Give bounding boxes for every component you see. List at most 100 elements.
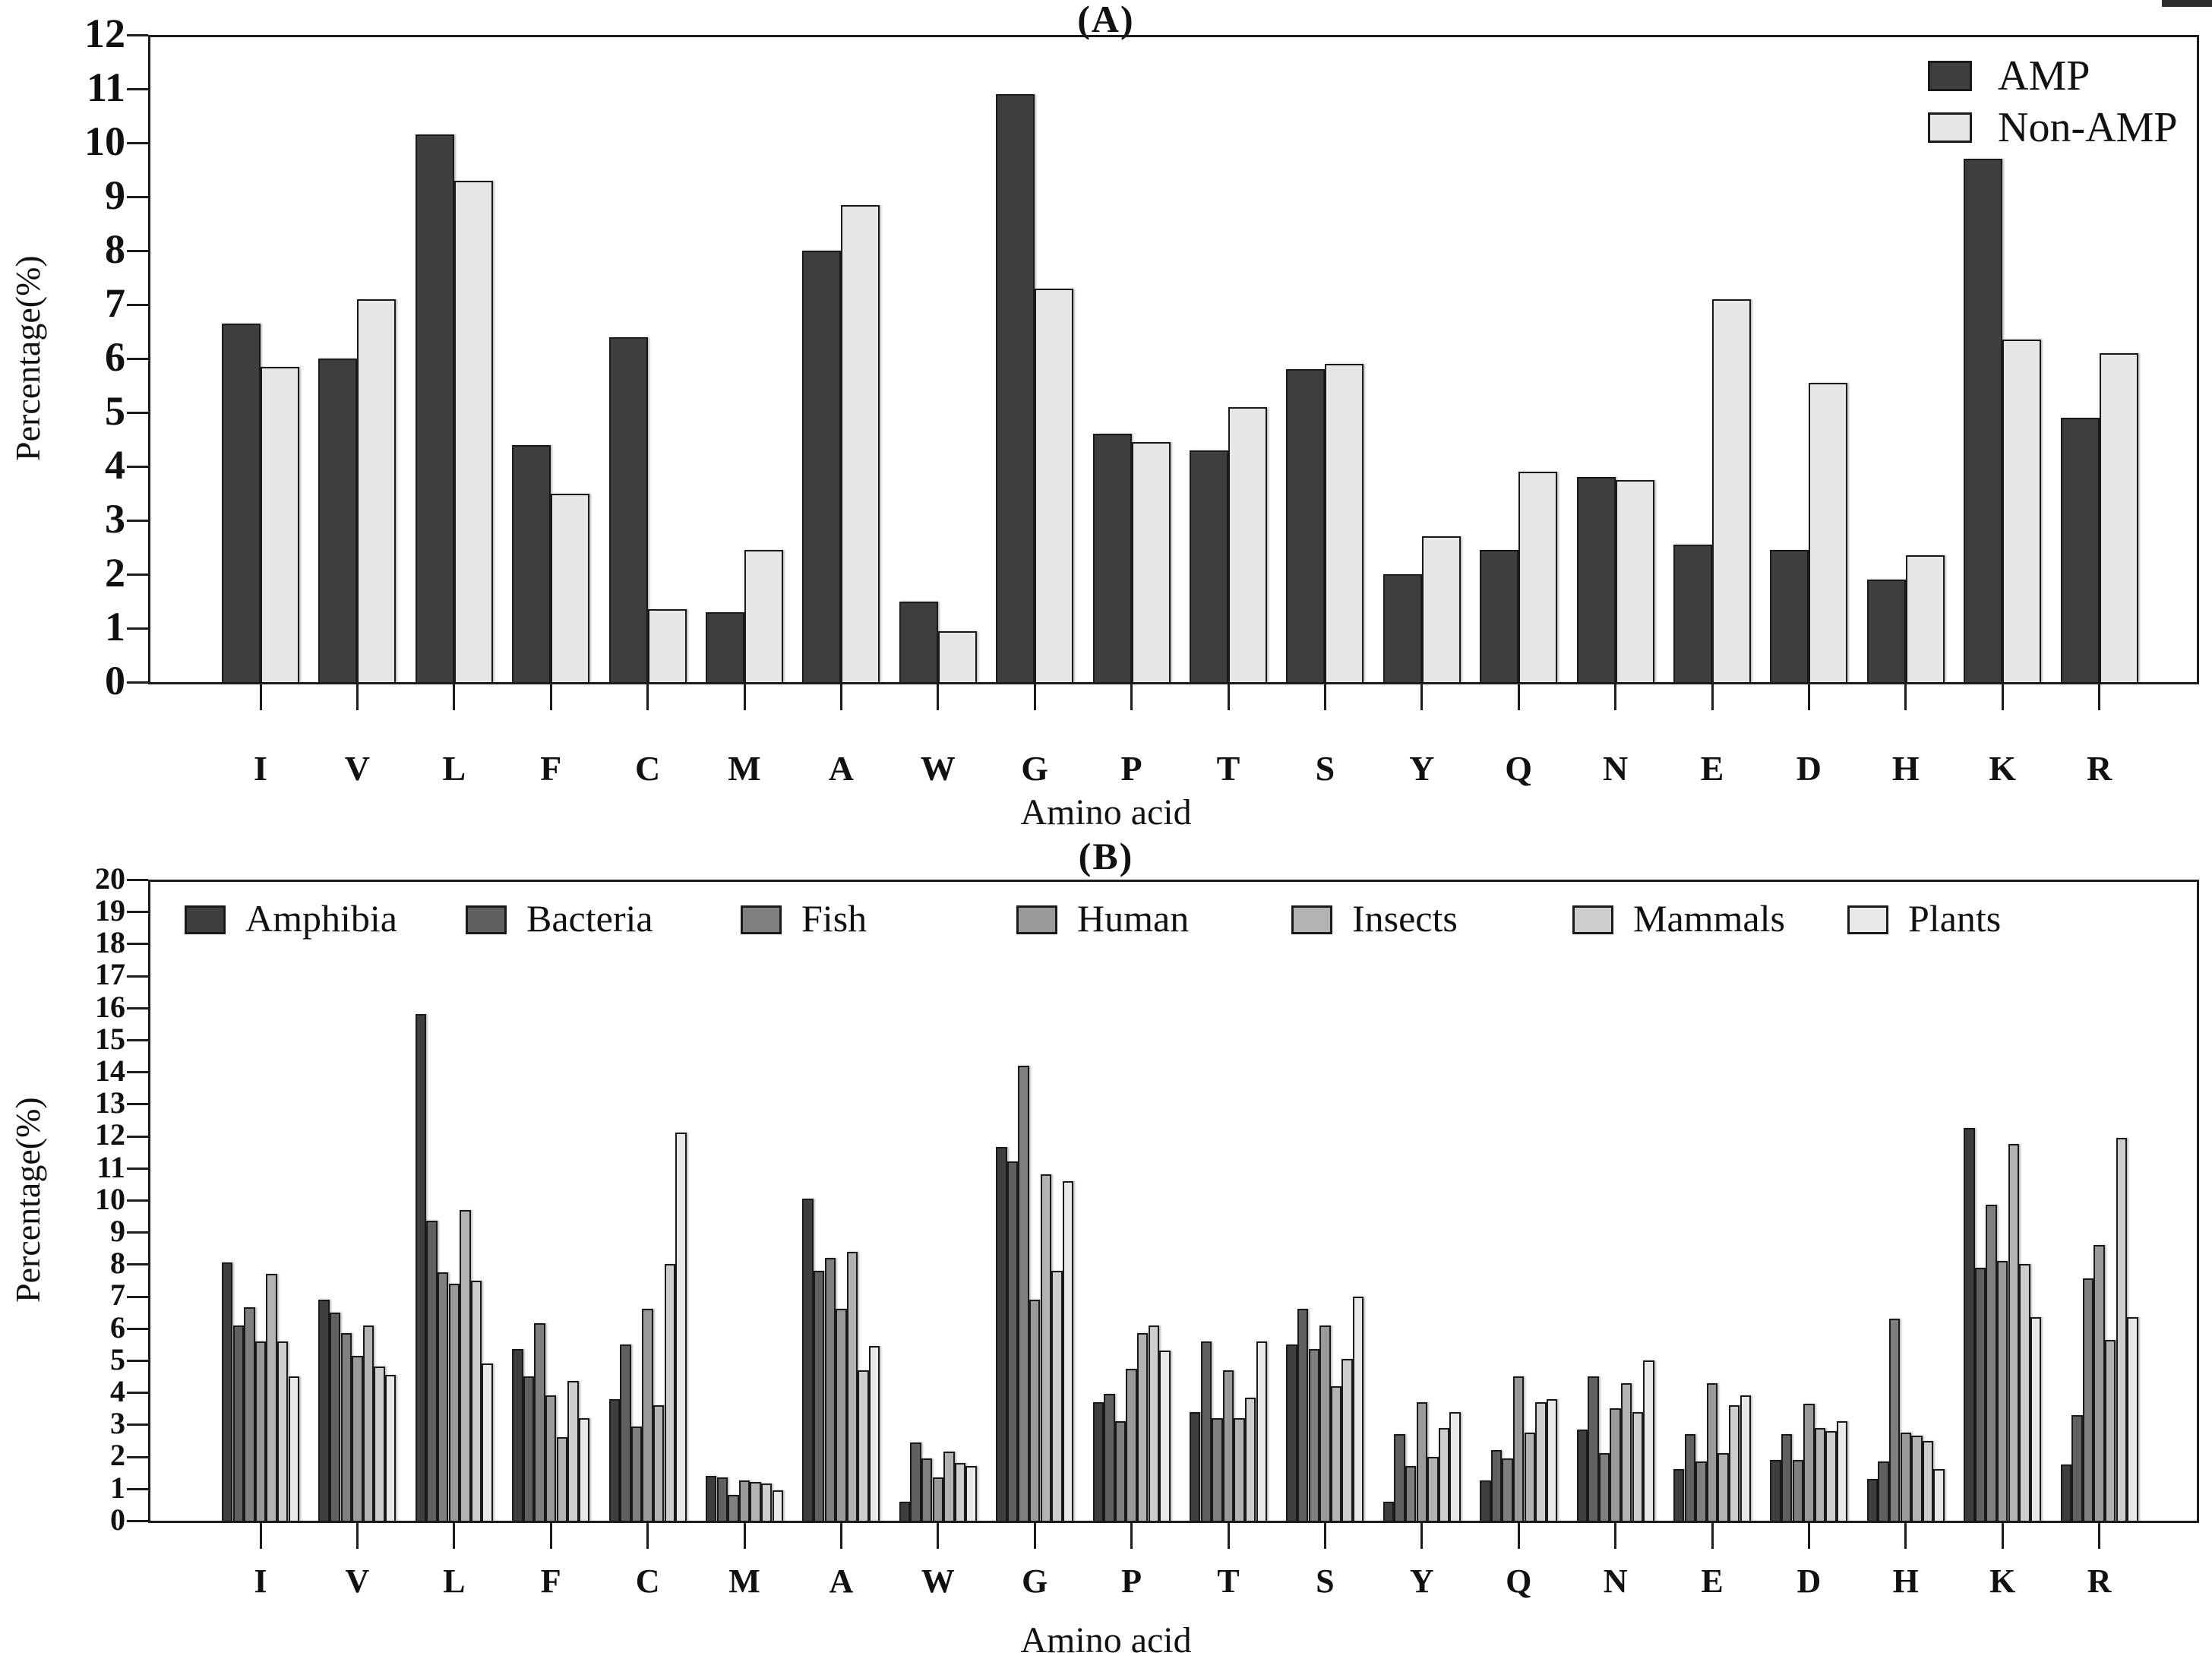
y-tick — [127, 627, 148, 630]
bar-Plants-I — [288, 1376, 300, 1521]
legend-a-swatch-Non-AMP — [1928, 112, 1972, 143]
y-tick — [127, 358, 148, 360]
x-tick-label: A — [829, 1562, 854, 1600]
y-tick-label: 10 — [95, 1181, 125, 1216]
legend-b-swatch-Plants — [1847, 905, 1888, 934]
bar-Human-I — [254, 1341, 267, 1521]
bar-Plants-W — [965, 1466, 977, 1521]
bar-Amphibia-S — [1286, 1344, 1297, 1521]
bar-Non-AMP-R — [2099, 352, 2138, 682]
x-tick — [1130, 1523, 1133, 1549]
bar-Mammals-A — [858, 1370, 869, 1521]
legend-b-label-Human: Human — [1077, 897, 1190, 940]
x-tick — [1904, 1523, 1907, 1549]
bar-Non-AMP-L — [453, 180, 493, 682]
x-tick — [453, 684, 456, 710]
bar-Insects-H — [1911, 1436, 1923, 1521]
bar-Amphibia-Q — [1480, 1480, 1491, 1521]
plot-border-right — [2197, 880, 2199, 1523]
y-tick — [127, 1263, 148, 1266]
bar-Insects-S — [1330, 1386, 1342, 1521]
bar-Fish-A — [824, 1257, 836, 1521]
bar-Human-S — [1319, 1325, 1331, 1521]
x-tick-label: Y — [1409, 749, 1435, 788]
bar-Non-AMP-Q — [1518, 472, 1558, 682]
bar-Insects-C — [653, 1405, 665, 1521]
bar-Bacteria-M — [716, 1477, 728, 1521]
bar-Plants-V — [384, 1374, 397, 1521]
y-tick-label: 12 — [84, 10, 125, 56]
bar-Amphibia-E — [1673, 1469, 1685, 1521]
x-tick-label: C — [635, 1562, 660, 1600]
bar-Human-C — [642, 1309, 653, 1521]
y-tick — [127, 1392, 148, 1395]
x-tick-label: K — [1989, 1562, 2016, 1600]
legend-b-swatch-Bacteria — [466, 905, 507, 934]
bar-AMP-R — [2060, 418, 2100, 682]
bar-Amphibia-I — [221, 1262, 233, 1521]
bar-Plants-A — [868, 1346, 880, 1521]
bar-Plants-L — [482, 1363, 493, 1521]
bar-Amphibia-T — [1189, 1411, 1201, 1521]
x-tick-label: Q — [1506, 1562, 1532, 1600]
bar-Fish-G — [1018, 1065, 1029, 1521]
x-tick — [743, 1523, 746, 1549]
bar-Bacteria-R — [2071, 1414, 2083, 1521]
legend-b-label-Plants: Plants — [1908, 897, 2002, 940]
bar-Human-F — [545, 1395, 557, 1521]
x-tick — [356, 684, 359, 710]
bar-Non-AMP-K — [2002, 340, 2042, 682]
x-tick — [1227, 1523, 1230, 1549]
bar-Non-AMP-F — [551, 493, 590, 682]
bar-Plants-M — [772, 1490, 784, 1521]
x-tick-label: D — [1796, 1562, 1822, 1600]
bar-AMP-M — [706, 611, 744, 682]
bar-AMP-C — [608, 337, 648, 682]
bar-Fish-V — [340, 1333, 352, 1521]
plot-border-top — [148, 35, 2199, 37]
y-tick-label: 8 — [110, 1246, 125, 1281]
bar-Insects-N — [1620, 1382, 1632, 1521]
x-tick-label: I — [254, 749, 267, 788]
x-tick — [259, 684, 262, 710]
bar-Bacteria-Q — [1490, 1450, 1503, 1521]
y-tick — [127, 1520, 148, 1522]
bar-Plants-T — [1256, 1341, 1268, 1521]
y-tick-label: 5 — [110, 1341, 125, 1376]
bar-Fish-N — [1598, 1453, 1610, 1521]
x-tick-label: Y — [1409, 1562, 1434, 1600]
bar-Fish-Q — [1502, 1458, 1513, 1521]
bar-Human-R — [2094, 1245, 2105, 1521]
bar-Mammals-Q — [1535, 1401, 1547, 1521]
bar-Insects-K — [2008, 1144, 2020, 1521]
bar-Bacteria-W — [910, 1442, 921, 1521]
y-tick — [127, 1039, 148, 1041]
x-tick-label: T — [1216, 749, 1240, 788]
x-tick — [937, 684, 940, 710]
bar-Fish-L — [437, 1272, 449, 1521]
x-tick — [743, 684, 746, 710]
bar-AMP-G — [996, 94, 1035, 682]
bar-Non-AMP-V — [357, 299, 397, 682]
x-tick-label: A — [828, 749, 854, 788]
y-tick — [127, 1423, 148, 1427]
x-tick — [839, 684, 842, 710]
bar-Amphibia-D — [1770, 1459, 1781, 1521]
bar-Mammals-V — [374, 1367, 385, 1521]
y-tick-label: 5 — [105, 387, 125, 434]
y-tick — [127, 1006, 148, 1010]
bar-AMP-V — [318, 359, 358, 682]
y-tick — [127, 466, 148, 468]
bar-Non-AMP-D — [1809, 382, 1848, 682]
x-tick — [453, 1523, 456, 1549]
x-tick-label: H — [1891, 749, 1920, 788]
y-tick-label: 16 — [95, 989, 125, 1024]
y-tick-label: 19 — [95, 893, 125, 927]
bar-Mammals-E — [1728, 1405, 1740, 1521]
legend-b-label-Amphibia: Amphibia — [245, 897, 397, 940]
bar-Fish-D — [1792, 1459, 1804, 1521]
plot-border-right — [2197, 35, 2199, 684]
x-tick — [356, 1523, 359, 1549]
bar-Amphibia-H — [1866, 1479, 1879, 1521]
y-tick — [127, 1199, 148, 1202]
